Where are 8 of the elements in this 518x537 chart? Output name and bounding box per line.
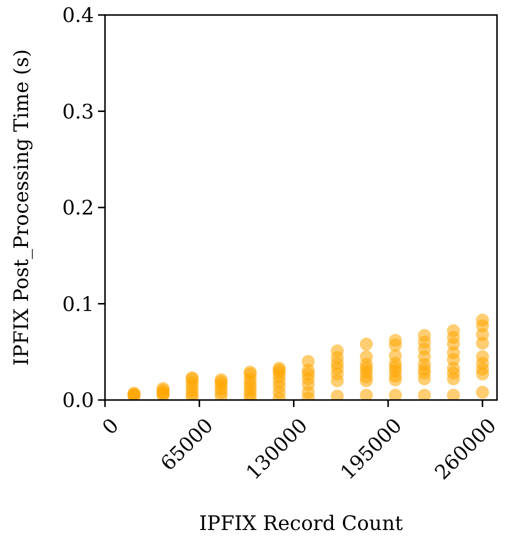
y-tick-label: 0.3 bbox=[62, 99, 94, 124]
y-tick-label: 0.1 bbox=[62, 292, 94, 316]
y-axis-title: IPFIX Post_Processing Time (s) bbox=[9, 49, 33, 366]
x-axis-title: IPFIX Record Count bbox=[199, 511, 403, 535]
y-tick-label: 0.2 bbox=[62, 196, 94, 220]
y-tick-label: 0.0 bbox=[62, 388, 94, 412]
x-tick-label: 0 bbox=[97, 413, 124, 440]
y-tick-label: 0.4 bbox=[62, 3, 94, 27]
